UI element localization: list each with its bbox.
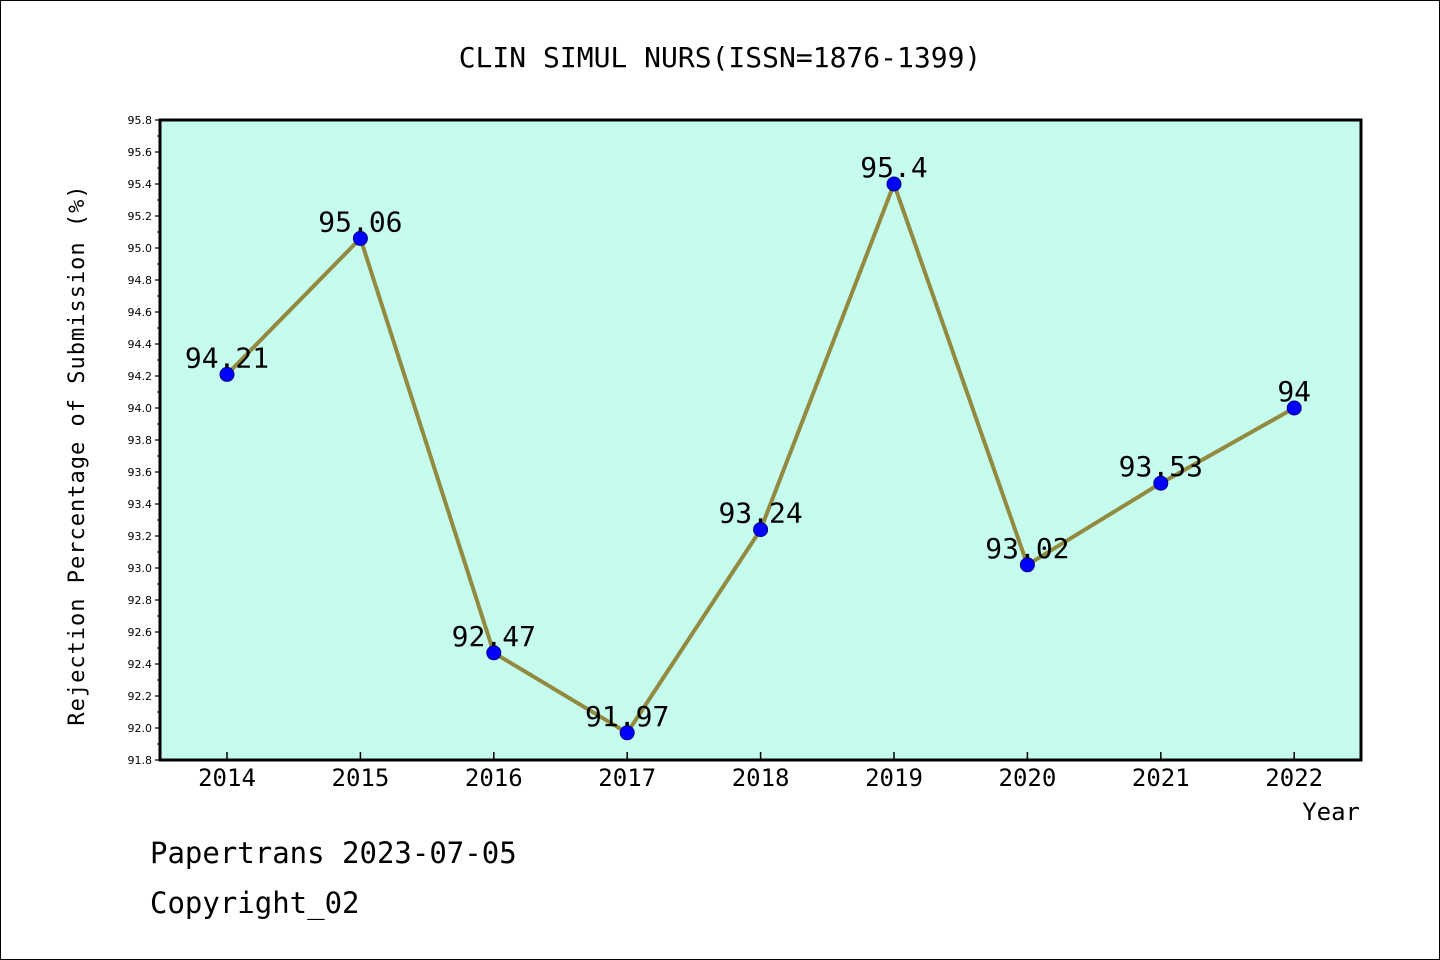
y-tick-label: 93.4 [128,498,153,511]
data-label: 93.24 [718,497,802,530]
data-label: 94 [1277,375,1311,408]
x-tick-label: 2014 [198,764,256,792]
y-tick-label: 95.6 [128,146,153,159]
data-labels-layer: 94.21 95.06 92.47 91.97 93.24 95.4 93.02 93.53 9… [185,151,1311,733]
y-tick-label: 95.4 [128,178,153,191]
data-label: 91.97 [585,700,669,733]
y-tick-label: 95.0 [128,242,153,255]
x-tick-label: 2016 [465,764,523,792]
y-tick-label: 94.4 [128,338,153,351]
y-tick-label: 93.8 [128,434,153,447]
data-point [1286,400,1302,416]
y-tick-label: 92.4 [128,658,153,671]
y-tick-label: 92.0 [128,722,153,735]
y-tick-label: 95.8 [128,114,153,127]
y-axis-label: Rejection Percentage of Submission (%) [65,184,90,725]
data-point [352,230,368,246]
data-label: 93.02 [985,532,1069,565]
plot-area [158,118,1363,762]
x-axis-ticks: 2014 2015 2016 2017 2018 2019 2020 2021 2022 [198,752,1323,792]
y-tick-label: 94.2 [128,370,153,383]
x-tick-label: 2021 [1132,764,1190,792]
data-point [886,176,902,192]
data-point [1153,475,1169,491]
data-point [219,366,235,382]
y-tick-label: 94.0 [128,402,153,415]
data-label: 94.21 [185,341,269,374]
points-layer [219,176,1302,741]
x-axis-label: Year [1302,798,1360,826]
data-label: 93.53 [1119,450,1203,483]
data-label: 92.47 [452,620,536,653]
data-point [753,522,769,538]
x-tick-label: 2022 [1265,764,1323,792]
data-label: 95.06 [318,205,402,238]
y-tick-label: 92.8 [128,594,153,607]
x-tick-label: 2017 [598,764,656,792]
x-tick-label: 2015 [332,764,390,792]
x-tick-label: 2019 [865,764,923,792]
y-tick-label: 92.2 [128,690,153,703]
data-point [1019,557,1035,573]
data-label: 95.4 [860,151,927,184]
y-tick-label: 93.0 [128,562,153,575]
y-tick-label: 91.8 [128,754,153,767]
y-tick-label: 94.6 [128,306,153,319]
y-tick-label: 94.8 [128,274,153,287]
data-point [486,645,502,661]
y-tick-label: 93.6 [128,466,153,479]
y-tick-label: 92.6 [128,626,153,639]
x-tick-label: 2018 [732,764,790,792]
y-tick-label: 95.2 [128,210,153,223]
chart-title: CLIN SIMUL NURS(ISSN=1876-1399) [459,41,982,74]
y-axis-ticks: 91.8 92.0 92.2 92.4 92.6 92.8 93.0 93.2 93.4 93.6… [128,114,160,767]
x-tick-label: 2020 [999,764,1057,792]
source-date-text: Papertrans 2023-07-05 [150,836,517,870]
y-tick-label: 93.2 [128,530,153,543]
copyright-text: Copyright_02 [150,886,360,920]
data-point [619,725,635,741]
